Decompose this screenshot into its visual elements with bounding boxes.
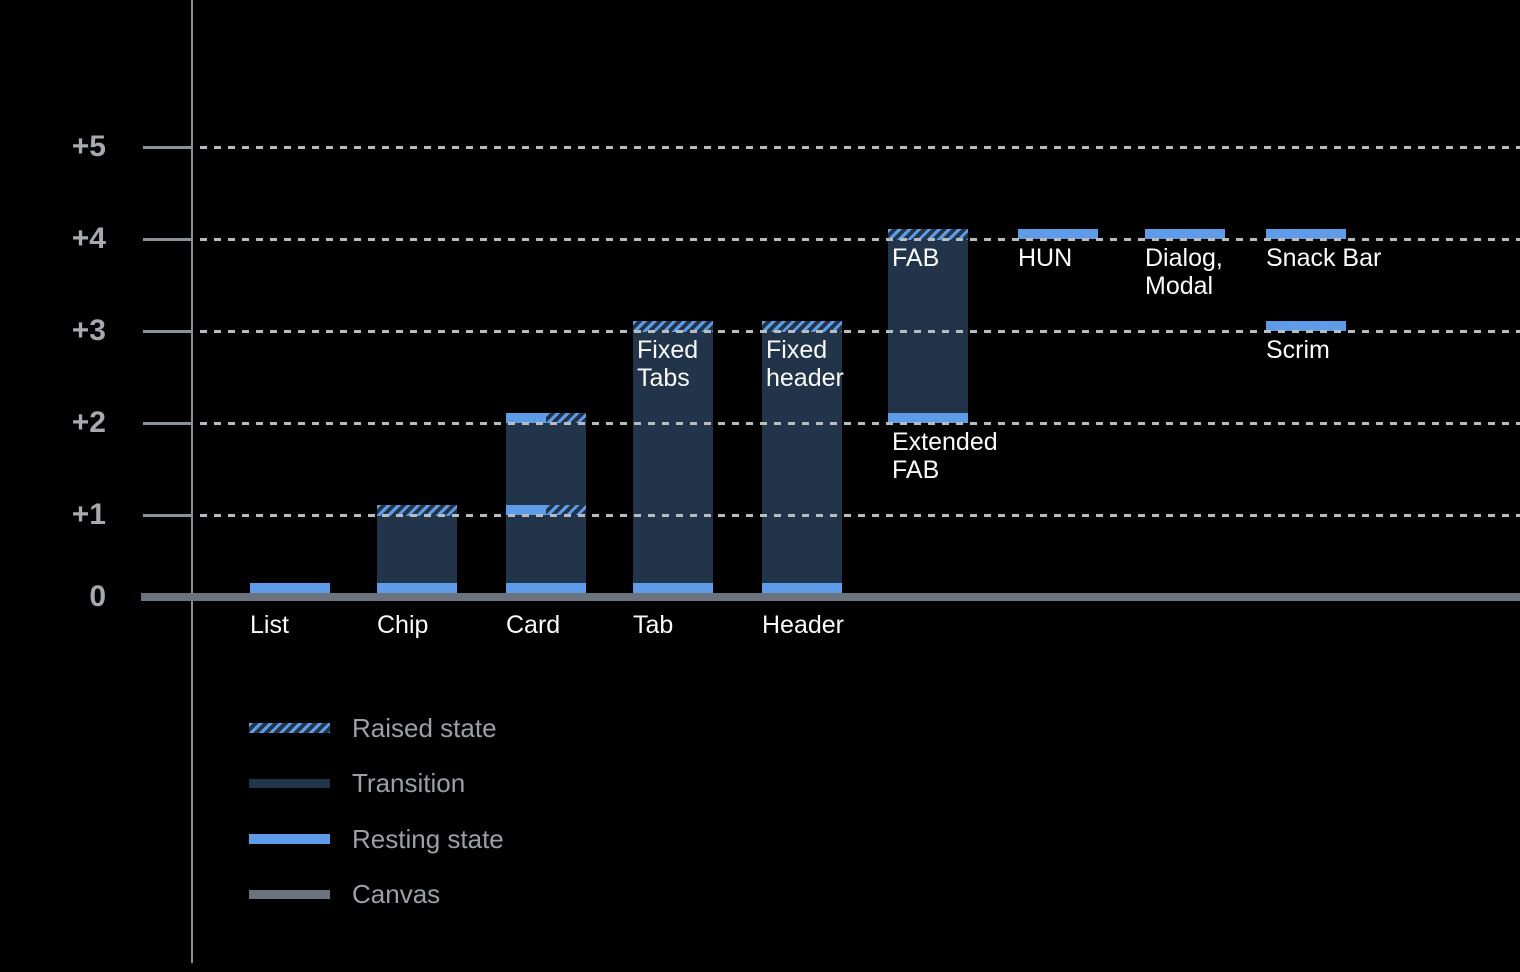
category-label-dialog-modal: Dialog, Modal xyxy=(1145,244,1223,300)
y-tick-label-+2: +2 xyxy=(71,406,106,439)
y-tick-label-+3: +3 xyxy=(71,314,106,347)
legend-label: Canvas xyxy=(352,878,441,909)
y-tick-label-0: 0 xyxy=(89,580,106,613)
y-tick-+3 xyxy=(143,330,193,333)
legend-item-resting-state: Resting state xyxy=(249,823,504,854)
bar-snack-bar-resting-state xyxy=(1266,229,1346,239)
legend-label: Transition xyxy=(352,767,466,798)
bar-tab-resting-state xyxy=(633,583,713,593)
bar-card-resting-state-level-1 xyxy=(506,505,546,515)
legend-item-transition: Transition xyxy=(249,767,466,798)
bar-chip-transition xyxy=(377,516,457,583)
gridline-+4 xyxy=(200,238,1520,241)
bar-card-raised-state-level-1 xyxy=(546,505,586,515)
bar-list-resting-state xyxy=(250,583,330,593)
category-label-scrim: Scrim xyxy=(1266,336,1330,364)
bar-card-transition xyxy=(506,423,586,583)
y-tick-label-+5: +5 xyxy=(71,130,106,163)
category-label-snack-bar: Snack Bar xyxy=(1266,244,1382,272)
bar-fab-transition xyxy=(888,240,968,413)
gridline-+1 xyxy=(200,514,1520,517)
canvas-swatch-icon xyxy=(249,889,330,899)
category-label-hun: HUN xyxy=(1018,244,1073,272)
bar-header-raised-state xyxy=(762,321,842,332)
y-tick-+2 xyxy=(143,422,193,425)
y-axis-line xyxy=(191,0,193,963)
gridline-+2 xyxy=(200,422,1520,425)
below-label-extended-fab: Extended FAB xyxy=(892,428,998,484)
y-tick-+1 xyxy=(143,514,193,517)
bar-card-resting-state-level-2 xyxy=(506,413,546,423)
bar-scrim-resting-state xyxy=(1266,321,1346,331)
category-label-card: Card xyxy=(506,611,561,639)
bar-fab-resting-state xyxy=(888,413,968,423)
transition-swatch-icon xyxy=(249,778,330,788)
bar-hun-resting-state xyxy=(1018,229,1098,239)
legend-label: Raised state xyxy=(352,712,497,743)
gridline-+5 xyxy=(200,146,1520,149)
legend-item-canvas: Canvas xyxy=(249,878,441,909)
bar-dialog-modal-resting-state xyxy=(1145,229,1225,239)
inner-label-header: Fixed header xyxy=(766,336,844,392)
y-tick-label-+4: +4 xyxy=(71,222,106,255)
category-label-chip: Chip xyxy=(377,611,429,639)
inner-label-tab: Fixed Tabs xyxy=(637,336,699,392)
bar-card-raised-state-level-2 xyxy=(546,413,586,423)
bar-tab-raised-state xyxy=(633,321,713,332)
legend-label: Resting state xyxy=(352,823,504,854)
bar-card-resting-state xyxy=(506,583,586,593)
bar-header-transition xyxy=(762,332,842,583)
category-label-tab: Tab xyxy=(633,611,674,639)
bar-chip-resting-state xyxy=(377,583,457,593)
gridline-+3 xyxy=(200,330,1520,333)
raised-state-swatch-icon xyxy=(249,723,330,733)
y-tick-+5 xyxy=(143,146,193,149)
bar-chip-raised-state xyxy=(377,505,457,516)
resting-state-swatch-icon xyxy=(249,834,330,844)
bar-fab-raised-state xyxy=(888,229,968,240)
canvas-baseline xyxy=(141,593,1520,601)
y-tick-label-+1: +1 xyxy=(71,498,106,531)
bar-tab-transition xyxy=(633,332,713,583)
bar-header-resting-state xyxy=(762,583,842,593)
category-label-header: Header xyxy=(762,611,844,639)
y-tick-+4 xyxy=(143,238,193,241)
legend-item-raised-state: Raised state xyxy=(249,712,497,743)
category-label-fab: FAB xyxy=(892,244,940,272)
category-label-list: List xyxy=(250,611,289,639)
